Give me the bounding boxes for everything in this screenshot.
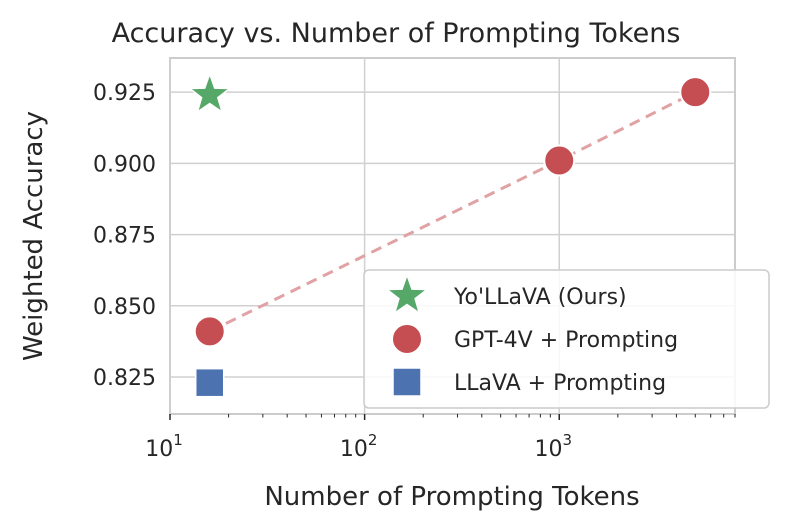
- legend-label: Yo'LLaVA (Ours): [453, 285, 627, 310]
- legend-items: Yo'LLaVA (Ours) GPT-4V + Prompting LLaVA +…: [384, 272, 678, 397]
- x-tick-label: 103: [534, 431, 572, 462]
- legend-marker-square: [392, 367, 422, 397]
- legend-marker-circle: [391, 323, 423, 355]
- x-tick-label: 102: [340, 431, 378, 462]
- y-tick-label: 0.875: [93, 224, 156, 249]
- data-marks: [187, 71, 712, 398]
- legend-label: LLaVA + Prompting: [454, 371, 666, 396]
- legend-marker-star: [384, 272, 430, 315]
- x-axis-label: Number of Prompting Tokens: [264, 482, 639, 512]
- x-axis-ticks: 101 102 103: [145, 414, 736, 462]
- y-tick-label: 0.825: [93, 366, 156, 391]
- data-point-circle: [679, 76, 712, 109]
- y-axis-label: Weighted Accuracy: [19, 111, 49, 361]
- legend-box: [363, 269, 770, 409]
- chart-title: Accuracy vs. Number of Prompting Tokens: [112, 18, 681, 49]
- legend: Yo'LLaVA (Ours) GPT-4V + Prompting LLaVA +…: [363, 269, 770, 409]
- y-tick-label: 0.925: [93, 81, 156, 106]
- x-tick-label: 101: [145, 431, 183, 462]
- trend-line: [209, 90, 696, 333]
- data-point-square: [194, 367, 225, 398]
- y-tick-label: 0.900: [93, 152, 156, 177]
- data-point-star: [187, 71, 232, 114]
- y-tick-label: 0.850: [93, 295, 156, 320]
- data-point-circle: [543, 144, 576, 177]
- data-point-circle: [193, 315, 226, 348]
- y-axis-ticks: 0.825 0.850 0.875 0.900 0.925: [93, 81, 156, 391]
- legend-label: GPT-4V + Prompting: [454, 328, 678, 353]
